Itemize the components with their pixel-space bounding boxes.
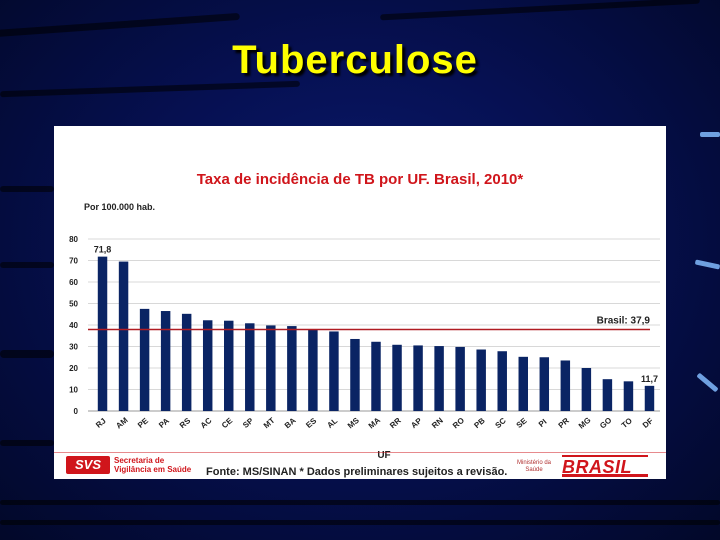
bar-pi — [539, 357, 550, 411]
bar-rs — [181, 313, 192, 411]
ministry-line1: Ministério da — [516, 460, 551, 466]
chart-card: Taxa de incidência de TB por UF. Brasil,… — [54, 126, 666, 479]
y-tick-label: 70 — [69, 257, 78, 266]
x-axis-label: UF — [377, 450, 390, 461]
bar-ms — [350, 338, 360, 411]
brasil-logo: BRASIL — [562, 455, 648, 477]
background-streak — [0, 80, 301, 98]
bar-al — [329, 331, 339, 411]
x-tick-label: SC — [493, 416, 507, 430]
svs-name-line2: Vigilância em Saúde — [114, 465, 192, 474]
svs-name: Secretaria de Vigilância em Saúde — [114, 456, 191, 474]
bar-pe — [139, 308, 150, 411]
x-tick-label: MS — [346, 415, 361, 430]
y-tick-label: 50 — [69, 300, 78, 309]
x-tick-label: PE — [136, 416, 150, 430]
background-streak — [0, 12, 240, 39]
svs-name-line1: Secretaria de — [114, 456, 165, 465]
bar-am — [118, 261, 129, 411]
y-tick-label: 20 — [69, 364, 78, 373]
data-label-df: 11,7 — [641, 374, 658, 384]
x-tick-label: PI — [537, 417, 549, 429]
bar-pb — [476, 349, 486, 411]
chart-title: Taxa de incidência de TB por UF. Brasil,… — [197, 171, 524, 188]
bar-se — [518, 356, 528, 411]
x-tick-label: BA — [283, 416, 298, 430]
x-tick-label: MA — [367, 415, 382, 430]
x-tick-label: AL — [325, 416, 339, 430]
footer-divider — [54, 452, 666, 453]
x-tick-label: DF — [641, 416, 655, 430]
bar-ba — [287, 326, 297, 411]
ministry-line2: Saúde — [525, 467, 543, 473]
background-streak — [696, 372, 719, 393]
background-streak — [0, 520, 720, 525]
svs-brand: SVS Secretaria de Vigilância em Saúde — [66, 456, 226, 476]
background-streak — [0, 186, 54, 192]
x-tick-label: PA — [157, 416, 171, 430]
x-tick-label: PR — [557, 416, 571, 430]
x-tick-label: RN — [430, 416, 445, 430]
bar-pr — [560, 360, 571, 411]
reference-line-label: Brasil: 37,9 — [597, 316, 651, 327]
bar-mg — [581, 368, 592, 411]
x-tick-label: SE — [515, 416, 529, 430]
x-tick-label: MG — [577, 415, 593, 430]
bar-pa — [160, 311, 171, 411]
source-note: Fonte: MS/SINAN * Dados preliminares suj… — [206, 466, 508, 478]
bar-ro — [455, 346, 465, 411]
bar-es — [308, 329, 318, 411]
background-streak — [700, 132, 720, 137]
bar-rj — [97, 256, 108, 411]
x-tick-label: RR — [388, 416, 403, 430]
y-tick-label: 40 — [69, 321, 78, 330]
svs-logo: SVS — [66, 456, 110, 474]
background-streak — [0, 262, 54, 268]
x-tick-label: RS — [178, 416, 193, 430]
x-tick-label: GO — [598, 416, 613, 431]
x-tick-label: AM — [114, 415, 130, 430]
x-tick-label: TO — [620, 416, 634, 430]
bar-ap — [413, 345, 423, 411]
bar-mt — [266, 325, 276, 411]
background-streak — [0, 440, 54, 446]
chart-subtitle: Por 100.000 hab. — [84, 202, 155, 212]
x-tick-label: AP — [409, 416, 424, 430]
bar-sp — [245, 323, 255, 411]
y-tick-label: 60 — [69, 278, 78, 287]
bar-go — [602, 379, 613, 411]
x-tick-label: AC — [199, 416, 214, 430]
x-tick-label: ES — [304, 416, 318, 430]
x-tick-label: SP — [241, 416, 255, 430]
bar-to — [623, 381, 634, 411]
x-tick-label: CE — [220, 416, 235, 430]
bar-ma — [371, 341, 381, 411]
bar-df — [644, 385, 655, 411]
bar-sc — [497, 351, 507, 411]
ministry-label: Ministério da Saúde — [514, 460, 554, 474]
y-tick-label: 10 — [69, 386, 78, 395]
bar-ac — [202, 320, 213, 411]
x-tick-label: RJ — [94, 416, 108, 429]
brasil-logo-text: BRASIL — [562, 457, 632, 477]
bar-chart: Taxa de incidência de TB por UF. Brasil,… — [69, 171, 660, 461]
x-tick-label: PB — [472, 416, 486, 430]
y-tick-label: 80 — [69, 235, 78, 244]
background-streak — [0, 500, 720, 505]
bar-rr — [392, 344, 402, 411]
y-tick-label: 0 — [74, 407, 79, 416]
bar-ce — [224, 320, 234, 411]
background-streak — [380, 0, 700, 21]
bar-rn — [434, 346, 444, 411]
data-label-rj: 71,8 — [94, 245, 112, 255]
slide-title: Tuberculose — [232, 38, 478, 82]
x-tick-label: MT — [262, 416, 277, 430]
background-streak — [0, 350, 54, 358]
x-tick-label: RO — [451, 416, 466, 431]
y-tick-label: 30 — [69, 343, 78, 352]
background-streak — [694, 259, 720, 270]
